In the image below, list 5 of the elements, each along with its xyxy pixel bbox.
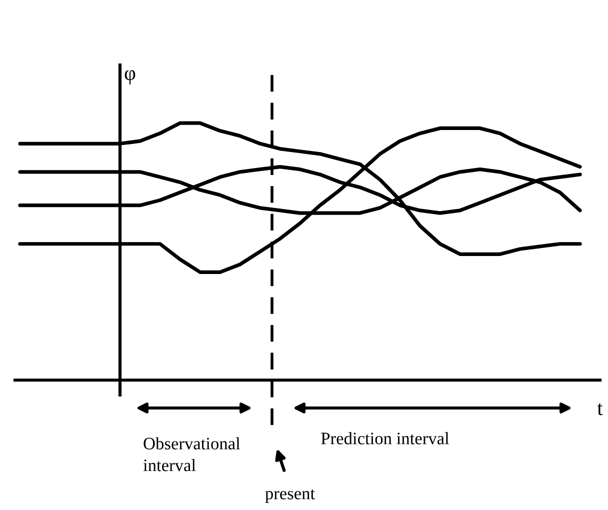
y-axis-title: φ — [124, 70, 136, 84]
text: Observational interval — [143, 437, 240, 472]
x-axis-title: t — [597, 403, 603, 416]
text: present — [265, 489, 315, 503]
text: Prediction interval — [321, 432, 450, 444]
